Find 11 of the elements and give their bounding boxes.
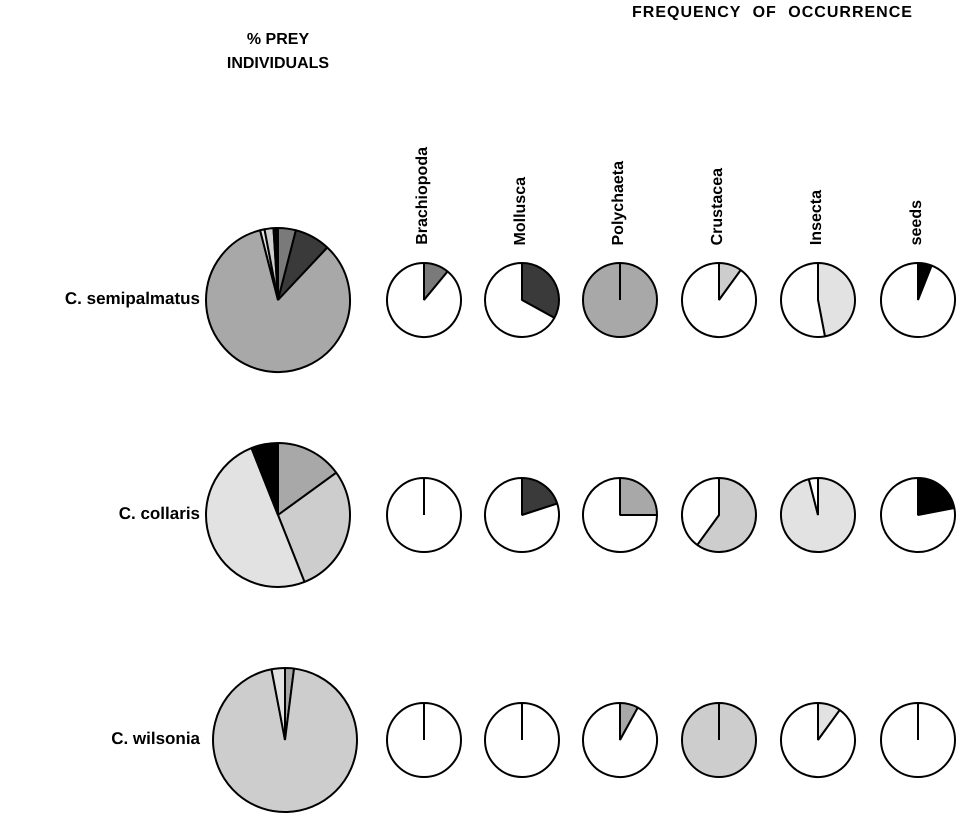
chart-title: Crustacea (709, 168, 727, 245)
chart-title: Insecta (808, 190, 826, 245)
chart-title: Polychaeta (610, 160, 628, 245)
text: C. collaris (118, 504, 200, 524)
text: C. wilsonia (111, 729, 200, 749)
chart-title: Mollusca (512, 176, 530, 245)
chart-title: Brachiopoda (414, 147, 432, 245)
text: FREQUENCY OF OCCURRENCE (632, 4, 913, 22)
chart-title: % PREY INDIVIDUALS (226, 30, 330, 74)
text: C. semipalmatus (64, 289, 200, 309)
chart-title: seeds (908, 200, 926, 245)
